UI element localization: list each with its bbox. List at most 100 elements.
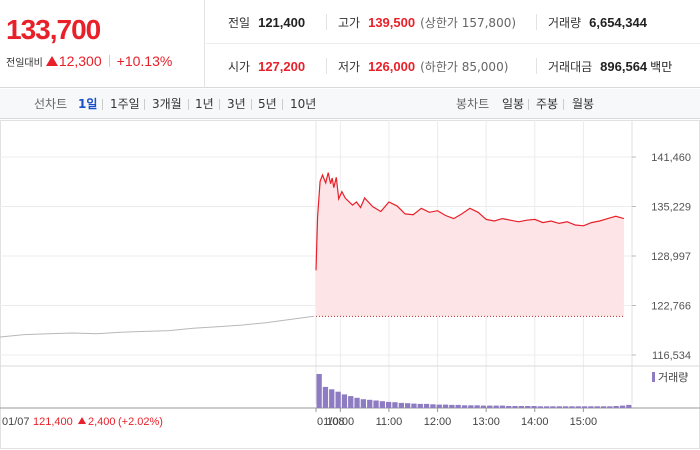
volume-bar xyxy=(379,401,385,408)
volume-bar xyxy=(436,404,442,408)
volume-bar xyxy=(531,406,537,408)
prev-day-close: 121,400 xyxy=(33,416,73,428)
open-label: 시가 xyxy=(228,59,251,74)
volume-bar xyxy=(506,406,512,408)
today-area-fill xyxy=(316,172,624,317)
x-tick-label: 01/07 xyxy=(2,416,30,428)
divider xyxy=(528,99,529,110)
trade-value: 896,564 xyxy=(600,58,648,74)
volume-bar xyxy=(499,405,506,408)
divider xyxy=(188,99,189,110)
price-box: 133,700 전일대비 12,300 +10.13% xyxy=(0,0,205,88)
x-tick-label: 11:00 xyxy=(376,416,403,428)
quote-stats: 전일 121,400 고가 139,500 (상한가 157,800) 거래량 … xyxy=(206,0,700,88)
y-axis: 141,460 135,229 128,997 122,766 116,534 xyxy=(632,152,691,362)
period-tab-1d[interactable]: 1일 xyxy=(78,97,98,111)
change-amount: 12,300 xyxy=(58,53,102,69)
volume-bar xyxy=(619,405,626,408)
volume-bar xyxy=(474,405,480,408)
volume-value: 6,654,344 xyxy=(589,14,647,30)
volume-bar xyxy=(600,406,607,408)
volume-bar xyxy=(556,406,562,408)
volume-bar xyxy=(354,397,360,408)
volume-bar xyxy=(449,404,455,408)
divider xyxy=(282,99,283,110)
today-price-line xyxy=(315,172,625,271)
volume-bar xyxy=(335,391,341,408)
period-tab-10y[interactable]: 10년 xyxy=(290,97,317,111)
volume-panel: 거래량 xyxy=(316,371,688,408)
trade-value-label: 거래대금 xyxy=(548,59,593,74)
volume-bar xyxy=(613,406,619,408)
volume-bar xyxy=(588,406,594,408)
volume-bar xyxy=(411,403,417,408)
prev-close-value: 121,400 xyxy=(258,14,306,30)
open-cell: 시가 127,200 xyxy=(228,44,305,88)
up-arrow-icon xyxy=(78,417,86,424)
low-value: 126,000 xyxy=(368,58,416,74)
y-tick-label: 135,229 xyxy=(651,202,691,214)
divider xyxy=(251,99,252,110)
volume-bar xyxy=(423,403,430,408)
prev-close-cell: 전일 121,400 xyxy=(228,0,305,44)
divider xyxy=(536,14,537,30)
period-bar: 선차트 1일 1주일 3개월 1년 3년 5년 10년 봉차트 일봉 주봉 월봉 xyxy=(0,89,700,119)
stats-row-1: 전일 121,400 고가 139,500 (상한가 157,800) 거래량 … xyxy=(206,0,700,44)
up-arrow-icon xyxy=(45,56,58,66)
period-tab-1y[interactable]: 1년 xyxy=(195,97,214,111)
volume-bar xyxy=(430,404,436,408)
volume-bar xyxy=(360,399,366,408)
low-cell: 저가 126,000 (하한가 85,000) xyxy=(338,44,508,88)
period-tab-3y[interactable]: 3년 xyxy=(227,97,246,111)
volume-bar xyxy=(367,399,373,408)
volume-bar xyxy=(537,406,543,408)
period-tab-5y[interactable]: 5년 xyxy=(258,97,277,111)
divider xyxy=(326,14,327,30)
x-tick-label: 14:00 xyxy=(521,416,549,428)
lower-limit: (하한가 85,000) xyxy=(420,59,509,74)
volume-bar xyxy=(626,404,632,408)
volume-bar xyxy=(550,406,556,408)
volume-bar xyxy=(563,406,569,408)
prev-day-line xyxy=(0,315,315,338)
volume-cell: 거래량 6,654,344 xyxy=(548,0,647,44)
period-tab-3m[interactable]: 3개월 xyxy=(152,97,182,111)
divider xyxy=(536,58,537,74)
y-tick-label: 122,766 xyxy=(651,301,691,313)
stats-row-2: 시가 127,200 저가 126,000 (하한가 85,000) 거래대금 … xyxy=(206,44,700,88)
volume-bar xyxy=(581,406,588,408)
divider xyxy=(219,99,220,110)
volume-bar xyxy=(405,403,411,408)
volume-bar xyxy=(493,405,499,408)
period-tab-1w[interactable]: 1주일 xyxy=(110,97,140,111)
volume-bar xyxy=(525,406,531,408)
divider xyxy=(563,99,564,110)
prev-day-change-pct: (+2.02%) xyxy=(118,416,163,428)
volume-bar xyxy=(512,406,518,408)
volume-bar xyxy=(316,374,322,408)
high-label: 고가 xyxy=(338,15,361,30)
volume-bar xyxy=(607,406,613,408)
candle-tab-weekly[interactable]: 주봉 xyxy=(536,97,559,111)
candle-tab-monthly[interactable]: 월봉 xyxy=(572,97,595,111)
current-price: 133,700 xyxy=(6,14,101,45)
quote-summary: 133,700 전일대비 12,300 +10.13% 전일 121,400 고… xyxy=(0,0,700,88)
candle-tab-daily[interactable]: 일봉 xyxy=(502,97,525,111)
open-value: 127,200 xyxy=(258,58,306,74)
divider xyxy=(108,55,110,67)
today-series xyxy=(315,172,625,317)
change-percent: +10.13% xyxy=(116,53,173,69)
volume-bar xyxy=(594,406,600,408)
volume-label: 거래량 xyxy=(548,15,582,30)
divider xyxy=(326,58,327,74)
line-chart-label: 선차트 xyxy=(34,97,68,111)
volume-bar xyxy=(398,402,404,408)
x-tick-label: 10:00 xyxy=(327,416,355,428)
high-cell: 고가 139,500 (상한가 157,800) xyxy=(338,0,516,44)
candle-chart-label: 봉차트 xyxy=(456,97,490,111)
volume-legend-label: 거래량 xyxy=(658,371,688,384)
volume-bar xyxy=(442,404,449,408)
